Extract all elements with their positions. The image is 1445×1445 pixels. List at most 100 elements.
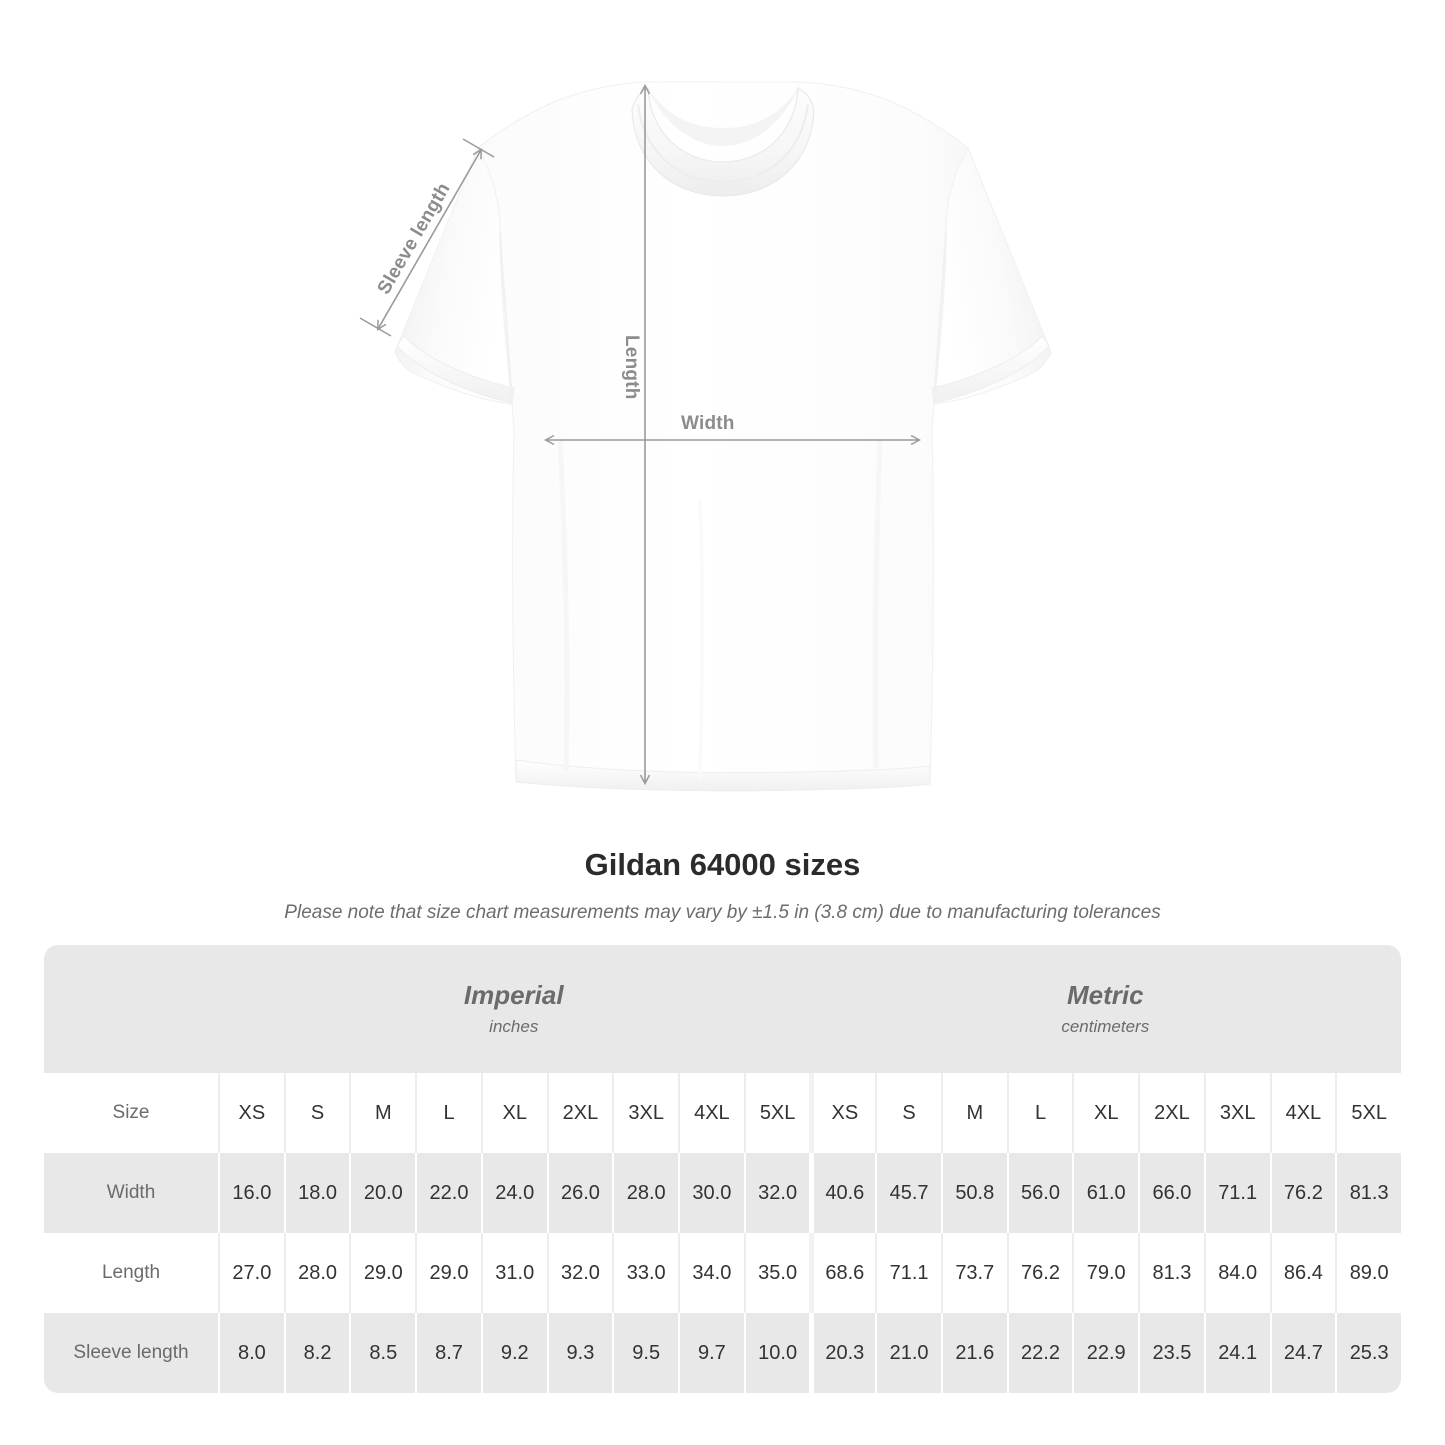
fabric-fold xyxy=(872,439,883,769)
length-label: Length xyxy=(621,335,642,400)
row-label: Sleeve length xyxy=(44,1313,218,1393)
value-cell: 25.3 xyxy=(1335,1313,1402,1393)
value-cell: 73.7 xyxy=(940,1233,1007,1313)
unit-banner-row: Imperial inches Metric centimeters xyxy=(44,945,1402,1073)
value-cell: 8.2 xyxy=(283,1313,350,1393)
unit-subtitle: centimeters xyxy=(1061,1017,1150,1036)
tolerance-note: Please note that size chart measurements… xyxy=(284,902,1161,923)
size-header-cell: M xyxy=(940,1073,1007,1153)
sleeve-tick-bottom xyxy=(359,317,392,337)
fabric-fold xyxy=(698,499,705,779)
value-cell: 9.2 xyxy=(480,1313,547,1393)
unit-subtitle: inches xyxy=(489,1017,539,1036)
value-cell: 56.0 xyxy=(1006,1153,1073,1233)
tshirt-illustration xyxy=(359,81,1052,792)
value-cell: 8.7 xyxy=(415,1313,481,1393)
value-cell: 50.8 xyxy=(940,1153,1007,1233)
value-cell: 84.0 xyxy=(1203,1233,1270,1313)
size-header-cell: 3XL xyxy=(1203,1073,1270,1153)
value-cell: 29.0 xyxy=(415,1233,481,1313)
value-cell: 10.0 xyxy=(743,1313,810,1393)
value-cell: 28.0 xyxy=(283,1233,350,1313)
size-header-cell: 2XL xyxy=(546,1073,613,1153)
size-header-row: Size XS S M L XL 2XL 3XL 4XL 5XL XS S M L XL 2XL 3XL 4XL 5… xyxy=(44,1073,1402,1153)
row-label: Width xyxy=(44,1153,218,1233)
size-header-cell: L xyxy=(1006,1073,1073,1153)
value-cell: 35.0 xyxy=(743,1233,810,1313)
value-cell: 76.2 xyxy=(1269,1153,1336,1233)
table-row: Length 27.0 28.0 29.0 29.0 31.0 32.0 33.0 34.0 35… xyxy=(44,1233,1402,1313)
value-cell: 16.0 xyxy=(218,1153,284,1233)
size-header-cell: S xyxy=(875,1073,941,1153)
size-header-cell: 5XL xyxy=(743,1073,810,1153)
unit-header-imperial: Imperial inches xyxy=(218,945,810,1073)
value-cell: 24.7 xyxy=(1269,1313,1336,1393)
value-cell: 8.0 xyxy=(218,1313,284,1393)
value-cell: 61.0 xyxy=(1072,1153,1139,1233)
value-cell: 9.3 xyxy=(546,1313,613,1393)
collar-shadow xyxy=(645,82,801,146)
size-row-header: Size xyxy=(44,1073,218,1153)
size-header-cell: XL xyxy=(1072,1073,1139,1153)
size-header-cell: 5XL xyxy=(1335,1073,1402,1153)
value-cell: 31.0 xyxy=(480,1233,547,1313)
value-cell: 33.0 xyxy=(612,1233,679,1313)
size-header-cell: XL xyxy=(480,1073,547,1153)
value-cell: 71.1 xyxy=(1203,1153,1270,1233)
value-cell: 22.2 xyxy=(1006,1313,1073,1393)
left-armhole-seam xyxy=(499,231,513,405)
table-row: Width 16.0 18.0 20.0 22.0 24.0 26.0 28.0 30.0 32.… xyxy=(44,1153,1402,1233)
bottom-hem xyxy=(515,759,931,792)
value-cell: 34.0 xyxy=(678,1233,744,1313)
value-cell: 40.6 xyxy=(809,1153,876,1233)
size-header-cell: XS xyxy=(218,1073,284,1153)
value-cell: 28.0 xyxy=(612,1153,679,1233)
size-header-cell: S xyxy=(283,1073,350,1153)
size-header-cell: 2XL xyxy=(1138,1073,1204,1153)
value-cell: 89.0 xyxy=(1335,1233,1402,1313)
value-cell: 20.0 xyxy=(349,1153,416,1233)
left-sleeve-hem xyxy=(396,335,515,404)
size-header-cell: M xyxy=(349,1073,416,1153)
unit-name: Imperial xyxy=(463,980,564,1010)
size-header-cell: XS xyxy=(809,1073,876,1153)
value-cell: 26.0 xyxy=(546,1153,613,1233)
unit-header-metric: Metric centimeters xyxy=(809,945,1402,1073)
value-cell: 79.0 xyxy=(1072,1233,1139,1313)
unit-name: Metric xyxy=(1066,980,1144,1010)
table-row: Sleeve length 8.0 8.2 8.5 8.7 9.2 9.3 9.5 9.7 10.… xyxy=(44,1313,1402,1393)
value-cell: 68.6 xyxy=(809,1233,876,1313)
value-cell: 18.0 xyxy=(283,1153,350,1233)
value-cell: 86.4 xyxy=(1269,1233,1336,1313)
value-cell: 30.0 xyxy=(678,1153,744,1233)
sleeve-measure-arrow xyxy=(378,150,481,329)
value-cell: 9.7 xyxy=(678,1313,744,1393)
value-cell: 24.0 xyxy=(480,1153,547,1233)
row-label: Length xyxy=(44,1233,218,1313)
value-cell: 9.5 xyxy=(612,1313,679,1393)
size-header-cell: 4XL xyxy=(678,1073,744,1153)
fabric-fold xyxy=(557,439,570,771)
size-chart-container: Imperial inches Metric centimeters Size XS S M L… xyxy=(44,945,1402,1393)
value-cell: 27.0 xyxy=(218,1233,284,1313)
width-label: Width xyxy=(681,413,735,434)
value-cell: 8.5 xyxy=(349,1313,416,1393)
value-cell: 32.0 xyxy=(743,1153,810,1233)
value-cell: 21.6 xyxy=(940,1313,1007,1393)
unit-banner-spacer xyxy=(44,945,218,1073)
size-chart-table: Imperial inches Metric centimeters Size XS S M L… xyxy=(44,945,1402,1393)
tshirt-measurement-diagram: Sleeve length Length Width xyxy=(359,81,1052,792)
value-cell: 20.3 xyxy=(809,1313,876,1393)
value-cell: 76.2 xyxy=(1006,1233,1073,1313)
right-armhole-seam xyxy=(933,231,947,405)
value-cell: 45.7 xyxy=(875,1153,941,1233)
value-cell: 24.1 xyxy=(1203,1313,1270,1393)
size-header-cell: L xyxy=(415,1073,481,1153)
value-cell: 23.5 xyxy=(1138,1313,1204,1393)
value-cell: 29.0 xyxy=(349,1233,416,1313)
value-cell: 71.1 xyxy=(875,1233,941,1313)
page-title: Gildan 64000 sizes xyxy=(584,847,861,882)
size-header-cell: 3XL xyxy=(612,1073,679,1153)
right-sleeve-hem xyxy=(931,335,1050,404)
size-header-cell: 4XL xyxy=(1269,1073,1336,1153)
